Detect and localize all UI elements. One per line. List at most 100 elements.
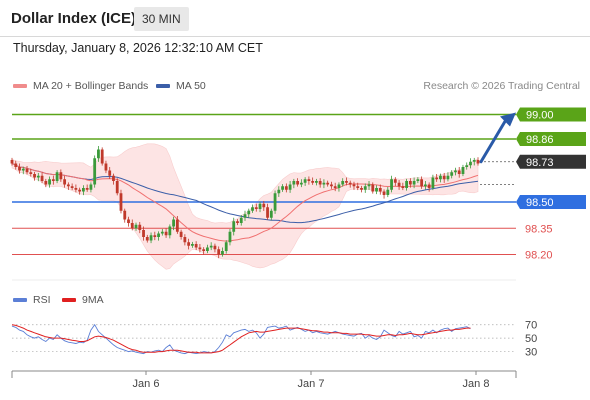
- candle-body: [183, 237, 187, 243]
- candle-body: [292, 181, 296, 185]
- candle-body: [59, 172, 63, 180]
- candle-body: [213, 245, 217, 250]
- legend-swatch-rsi-ma: [62, 298, 76, 302]
- candle-body: [476, 160, 480, 164]
- candle-body: [356, 186, 360, 188]
- candle-body: [375, 188, 378, 192]
- legend-label-rsi: RSI: [33, 294, 51, 306]
- candle-body: [29, 172, 33, 174]
- candle-body: [74, 188, 78, 190]
- candle-body: [228, 231, 232, 243]
- candle-body: [239, 217, 243, 223]
- candle-body: [153, 235, 157, 237]
- candle-body: [450, 172, 454, 176]
- candle-body: [277, 189, 281, 194]
- candle-body: [371, 184, 375, 192]
- candle-body: [206, 247, 209, 251]
- candle-body: [48, 179, 51, 185]
- candle-body: [311, 181, 315, 183]
- candle-body: [469, 161, 472, 166]
- level-label-98.20: 98.20: [525, 250, 553, 262]
- candle-body: [44, 181, 48, 185]
- candle-body: [123, 210, 127, 220]
- candle-body: [318, 181, 322, 185]
- rsi-tick-70: 70: [525, 320, 537, 332]
- candle-body: [420, 179, 424, 187]
- candle-body: [108, 170, 112, 176]
- candle-body: [179, 231, 183, 237]
- candle-body: [266, 207, 269, 218]
- candle-body: [348, 182, 352, 185]
- candle-body: [281, 186, 284, 190]
- candle-body: [465, 165, 469, 167]
- timestamp: Thursday, January 8, 2026 12:32:10 AM CE…: [13, 41, 263, 55]
- candle-body: [194, 244, 198, 248]
- candle-body: [145, 237, 149, 241]
- level-label-99.00: 99.00: [526, 110, 554, 122]
- header-divider: [0, 36, 590, 37]
- candle-body: [172, 219, 175, 227]
- candle-body: [33, 174, 36, 178]
- candle-body: [236, 221, 239, 223]
- legend-swatch-rsi: [13, 298, 27, 302]
- candle-body: [10, 160, 14, 164]
- forecast-arrow-shaft: [479, 118, 508, 164]
- candle-body: [243, 214, 247, 218]
- legend-swatch-ma50: [156, 84, 170, 88]
- legend-label-ma50: MA 50: [176, 80, 206, 92]
- candle-body: [119, 193, 123, 211]
- candle-body: [408, 181, 412, 185]
- candle-body: [217, 249, 221, 255]
- candle-body: [127, 219, 130, 223]
- candle-body: [397, 182, 401, 187]
- candle-body: [198, 247, 202, 250]
- candle-body: [18, 167, 21, 171]
- timeframe-badge[interactable]: 30 MIN: [134, 7, 189, 31]
- candle-body: [330, 184, 333, 187]
- candle-body: [97, 149, 100, 159]
- candle-body: [299, 182, 303, 185]
- rsi-tick-30: 30: [525, 347, 537, 359]
- candle-body: [224, 242, 228, 251]
- chart-header: Dollar Index (ICE) 30 MIN: [0, 0, 590, 36]
- candle-body: [435, 177, 439, 180]
- candle-body: [446, 175, 450, 180]
- candle-body: [326, 182, 330, 185]
- candle-body: [345, 181, 348, 183]
- candle-body: [457, 170, 461, 174]
- candle-body: [40, 175, 44, 181]
- candle-body: [360, 188, 363, 190]
- candle-body: [89, 184, 93, 190]
- candle-body: [221, 251, 224, 255]
- candle-body: [454, 170, 457, 173]
- candle-body: [431, 177, 435, 188]
- candle-body: [160, 231, 164, 234]
- rsi-tick-50: 50: [525, 333, 537, 345]
- candle-body: [382, 191, 386, 195]
- rsi-ma-line: [11, 324, 471, 354]
- candle-body: [303, 179, 307, 183]
- candle-body: [202, 249, 206, 251]
- candle-body: [190, 244, 194, 246]
- candle-body: [472, 160, 476, 162]
- legend-rsi-ma: 9MA: [62, 294, 104, 306]
- candle-body: [405, 181, 408, 188]
- candle-body: [296, 181, 300, 185]
- candle-body: [21, 168, 25, 171]
- level-tag-98.50: [516, 195, 586, 209]
- candle-body: [168, 226, 172, 236]
- candle-body: [393, 179, 397, 183]
- candle-body: [423, 184, 427, 187]
- candle-body: [36, 175, 40, 178]
- level-tag-98.73: [516, 154, 586, 169]
- candle-body: [51, 179, 55, 181]
- candle-body: [333, 186, 337, 188]
- legend-label-rsi-ma: 9MA: [82, 294, 104, 306]
- candle-body: [112, 175, 115, 181]
- candle-body: [82, 188, 85, 192]
- x-tick-label: Jan 7: [298, 378, 325, 390]
- candle-body: [187, 242, 191, 246]
- x-tick-label: Jan 6: [133, 378, 160, 390]
- candle-body: [149, 235, 153, 241]
